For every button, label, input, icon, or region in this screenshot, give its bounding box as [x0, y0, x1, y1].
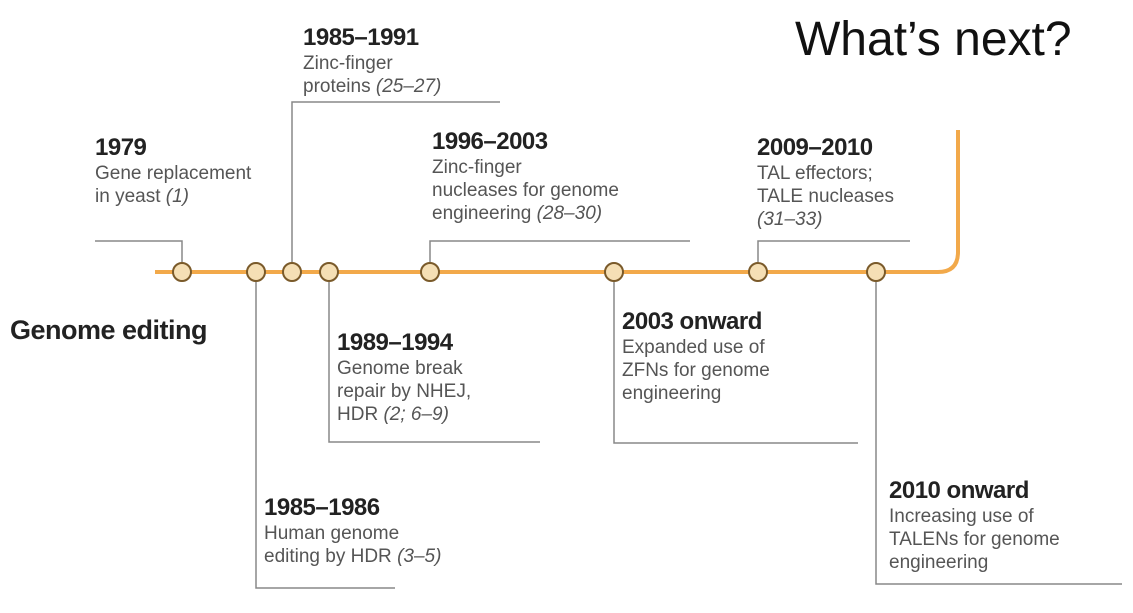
event-description: Zinc-finger nucleases for genome enginee… — [432, 157, 619, 224]
event-refs: (1) — [165, 186, 189, 207]
event-1989-1994: 1989–1994 Genome break repair by NHEJ, H… — [337, 329, 471, 426]
node-1989-1994 — [319, 262, 339, 282]
event-description: Increasing use of TALENs for genome engi… — [889, 506, 1060, 573]
event-description: Gene replacement in yeast (1) — [95, 163, 252, 207]
headline: What’s next? — [795, 13, 1072, 66]
event-1985-1991: 1985–1991 Zinc-finger proteins (25–27) — [303, 24, 441, 98]
timeline-track — [155, 130, 960, 274]
event-refs: (28–30) — [536, 203, 603, 224]
connector-1996-2003 — [429, 240, 690, 262]
event-year: 2010 onward — [889, 477, 1029, 504]
connector-2003-onward — [613, 282, 858, 444]
node-1979 — [172, 262, 192, 282]
node-2003-onward — [604, 262, 624, 282]
event-year: 1979 — [95, 134, 147, 161]
event-1996-2003: 1996–2003 Zinc-finger nucleases for geno… — [432, 128, 619, 225]
event-year: 1985–1991 — [303, 24, 419, 51]
event-description: Human genome editing by HDR (3–5) — [264, 523, 442, 567]
event-year: 1985–1986 — [264, 494, 380, 521]
event-description: TAL effectors; TALE nucleases (31–33) — [757, 163, 894, 230]
event-description: Expanded use of ZFNs for genome engineer… — [622, 337, 770, 404]
event-year: 2003 onward — [622, 308, 762, 335]
event-2010-onward: 2010 onward Increasing use of TALENs for… — [889, 477, 1060, 574]
event-1979: 1979 Gene replacement in yeast (1) — [95, 134, 251, 208]
event-refs: (2; 6–9) — [383, 404, 449, 425]
event-year: 1989–1994 — [337, 329, 453, 356]
event-description: Genome break repair by NHEJ, HDR (2; 6–9… — [337, 358, 472, 425]
node-1985-1986 — [246, 262, 266, 282]
event-2003-onward: 2003 onward Expanded use of ZFNs for gen… — [622, 308, 770, 405]
node-1996-2003 — [420, 262, 440, 282]
timeline-title: Genome editing — [10, 315, 208, 345]
event-year: 1996–2003 — [432, 128, 548, 155]
node-2010-onward — [866, 262, 886, 282]
event-description: Zinc-finger proteins (25–27) — [303, 53, 442, 97]
connector-1985-1986 — [255, 282, 395, 589]
node-1985-1991 — [282, 262, 302, 282]
connector-1979 — [95, 240, 183, 262]
event-2009-2010: 2009–2010 TAL effectors; TALE nucleases … — [757, 134, 894, 231]
connector-1985-1991 — [291, 101, 500, 262]
event-refs: (25–27) — [375, 76, 442, 97]
event-1985-1986: 1985–1986 Human genome editing by HDR (3… — [264, 494, 441, 568]
connector-2010-onward — [875, 282, 1122, 585]
event-year: 2009–2010 — [757, 134, 873, 161]
event-refs: (31–33) — [757, 209, 823, 230]
connector-2009-2010 — [757, 240, 910, 262]
node-2009-2010 — [748, 262, 768, 282]
connector-1989-1994 — [328, 282, 540, 443]
event-refs: (3–5) — [397, 546, 442, 567]
